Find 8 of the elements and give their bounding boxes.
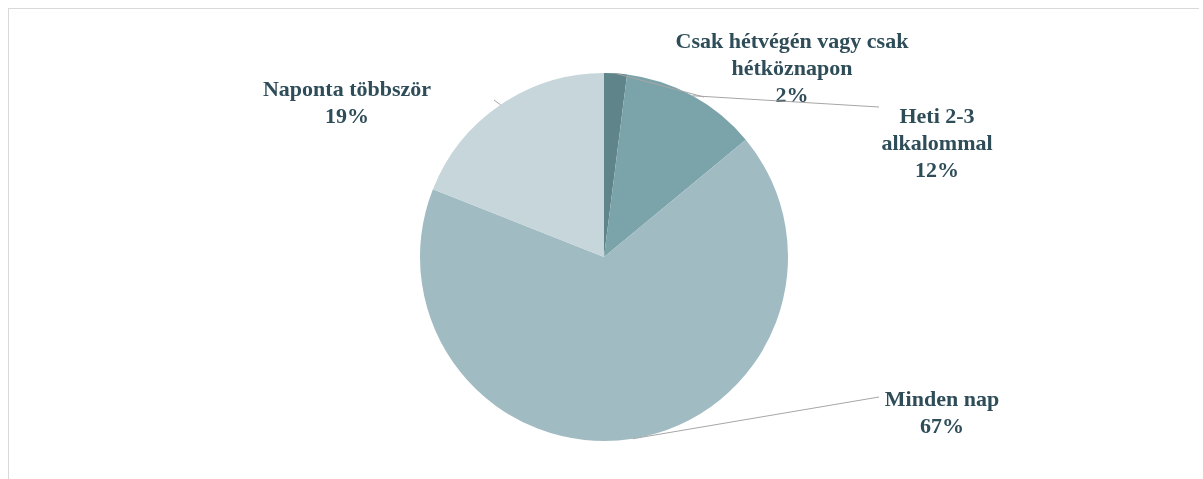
data-label: 2%	[775, 81, 809, 107]
data-label: 12%	[915, 156, 959, 182]
data-label: 19%	[325, 103, 369, 129]
slice-label: Heti 2-3 alkalommal	[881, 102, 993, 155]
data-label: 67%	[920, 413, 964, 439]
slice-label: Naponta többször	[262, 76, 432, 102]
slice-label: Minden nap	[884, 386, 1000, 412]
slice-label: Csak hétvégén vagy csak hétköznapon	[675, 27, 910, 80]
